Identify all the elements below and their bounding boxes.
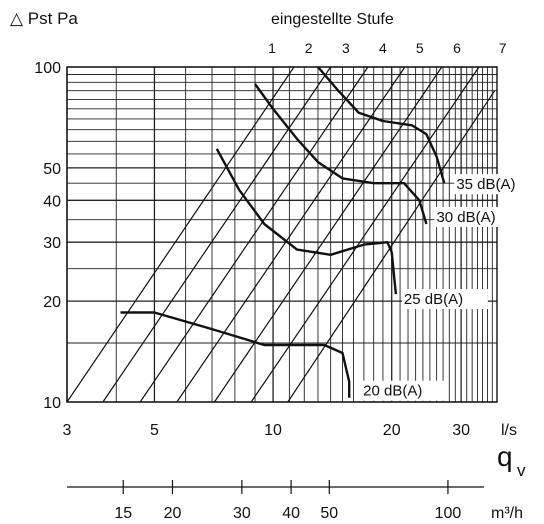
series-lines: [120, 66, 446, 398]
x-tick-label-ls: 3: [63, 422, 72, 439]
plot-frame: [66, 66, 498, 403]
series-label-bg: [454, 174, 541, 195]
stufe-label-2: 2: [305, 40, 313, 56]
y-axis-title: △ Pst Pa: [10, 9, 78, 28]
x-tick-label-m3h: 50: [320, 505, 338, 522]
y-tick-label: 10: [43, 395, 61, 412]
stufe-line-1: [66, 66, 295, 403]
series-curve: [215, 148, 398, 295]
series-label: 25 dB(A): [404, 291, 463, 308]
stufe-label-7: 7: [499, 40, 507, 56]
y-tick-label: 20: [43, 294, 61, 311]
stufe-line-4: [176, 66, 406, 403]
x-axis-symbol: q: [497, 441, 513, 472]
x-tick-label-ls: 20: [383, 422, 401, 439]
x-unit-m3h: m³/h: [491, 505, 523, 522]
x-tick-label-ls: 30: [452, 422, 470, 439]
x-unit-ls: l/s: [501, 422, 517, 439]
y-tick-label: 50: [43, 161, 61, 178]
series-label: 30 dB(A): [436, 209, 495, 226]
series-curve: [317, 66, 446, 184]
series-label-bg: [401, 289, 488, 310]
stufe-label-4: 4: [379, 40, 387, 56]
grid-minor: [67, 67, 498, 402]
series-label: 35 dB(A): [456, 176, 515, 193]
stufe-label-6: 6: [453, 40, 461, 56]
stufe-line-2: [102, 66, 332, 403]
x-tick-label-m3h: 30: [233, 505, 251, 522]
x-tick-label-m3h: 40: [282, 505, 300, 522]
stufe-line-5: [213, 66, 443, 403]
y-tick-label: 100: [34, 60, 61, 77]
series-curve: [120, 311, 351, 398]
chart-texts: △ Pst Pa eingestellte Stufe l/s q v m³/h: [10, 9, 526, 522]
stufe-title: eingestellte Stufe: [271, 11, 394, 28]
series-label-bg: [361, 380, 448, 401]
stufe-line-7: [287, 90, 496, 403]
stufe-label-5: 5: [416, 40, 424, 56]
series-label-backgrounds: [361, 174, 541, 401]
stufe-label-1: 1: [268, 40, 276, 56]
series-label-bg: [434, 206, 521, 227]
grid-major: [66, 66, 498, 403]
x-tick-label-m3h: 15: [114, 505, 132, 522]
x-tick-label-ls: 5: [150, 422, 159, 439]
x-axis-symbol-sub: v: [517, 461, 526, 480]
y-tick-label: 30: [43, 235, 61, 252]
series-curve: [254, 83, 428, 225]
y-tick-label: 40: [43, 193, 61, 210]
stufe-line-3: [139, 66, 369, 403]
stufe-label-3: 3: [342, 40, 350, 56]
tick-labels: 1 2 3 4 5 6 7 35 dB(A) 30 dB(A) 25 dB(A) 20 dB(A) 1…: [34, 40, 515, 522]
stufe-line-6: [250, 66, 480, 403]
series-label: 20 dB(A): [363, 383, 422, 400]
x-tick-label-m3h: 100: [435, 505, 462, 522]
x-tick-label-m3h: 20: [164, 505, 182, 522]
x-tick-label-ls: 10: [264, 422, 282, 439]
